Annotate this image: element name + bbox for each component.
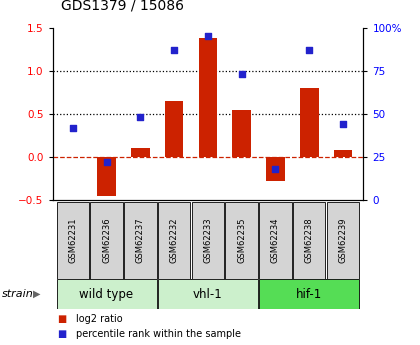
Point — [137, 115, 144, 120]
Bar — [90, 202, 123, 279]
Point — [238, 71, 245, 77]
Bar — [300, 88, 318, 157]
Text: hif-1: hif-1 — [296, 288, 323, 300]
Text: GDS1379 / 15086: GDS1379 / 15086 — [61, 0, 184, 12]
Bar — [293, 202, 326, 279]
Bar — [57, 279, 157, 309]
Bar — [165, 101, 184, 157]
Point — [171, 47, 178, 53]
Text: strain: strain — [2, 289, 34, 299]
Bar — [124, 202, 157, 279]
Point — [69, 125, 76, 130]
Text: GSM62233: GSM62233 — [203, 218, 213, 264]
Bar — [334, 150, 352, 157]
Point — [340, 121, 346, 127]
Point — [272, 166, 279, 172]
Text: GSM62236: GSM62236 — [102, 218, 111, 264]
Bar — [131, 148, 150, 157]
Bar — [327, 202, 359, 279]
Text: percentile rank within the sample: percentile rank within the sample — [76, 329, 241, 339]
Bar — [226, 202, 258, 279]
Point — [205, 33, 211, 39]
Bar — [266, 157, 285, 181]
Text: ■: ■ — [57, 329, 66, 339]
Text: vhl-1: vhl-1 — [193, 288, 223, 300]
Bar — [158, 202, 190, 279]
Bar — [192, 202, 224, 279]
Text: GSM62234: GSM62234 — [271, 218, 280, 263]
Text: log2 ratio: log2 ratio — [76, 314, 122, 324]
Bar — [158, 279, 258, 309]
Text: wild type: wild type — [79, 288, 134, 300]
Bar — [259, 202, 291, 279]
Text: GSM62238: GSM62238 — [305, 218, 314, 264]
Point — [103, 159, 110, 165]
Text: GSM62232: GSM62232 — [170, 218, 178, 263]
Text: GSM62235: GSM62235 — [237, 218, 246, 263]
Bar — [232, 110, 251, 157]
Bar — [97, 157, 116, 196]
Bar — [259, 279, 359, 309]
Point — [306, 47, 312, 53]
Text: GSM62239: GSM62239 — [339, 218, 347, 263]
Bar — [57, 202, 89, 279]
Text: GSM62231: GSM62231 — [68, 218, 77, 263]
Text: ▶: ▶ — [33, 289, 41, 299]
Text: ■: ■ — [57, 314, 66, 324]
Bar — [199, 38, 217, 157]
Text: GSM62237: GSM62237 — [136, 218, 145, 264]
